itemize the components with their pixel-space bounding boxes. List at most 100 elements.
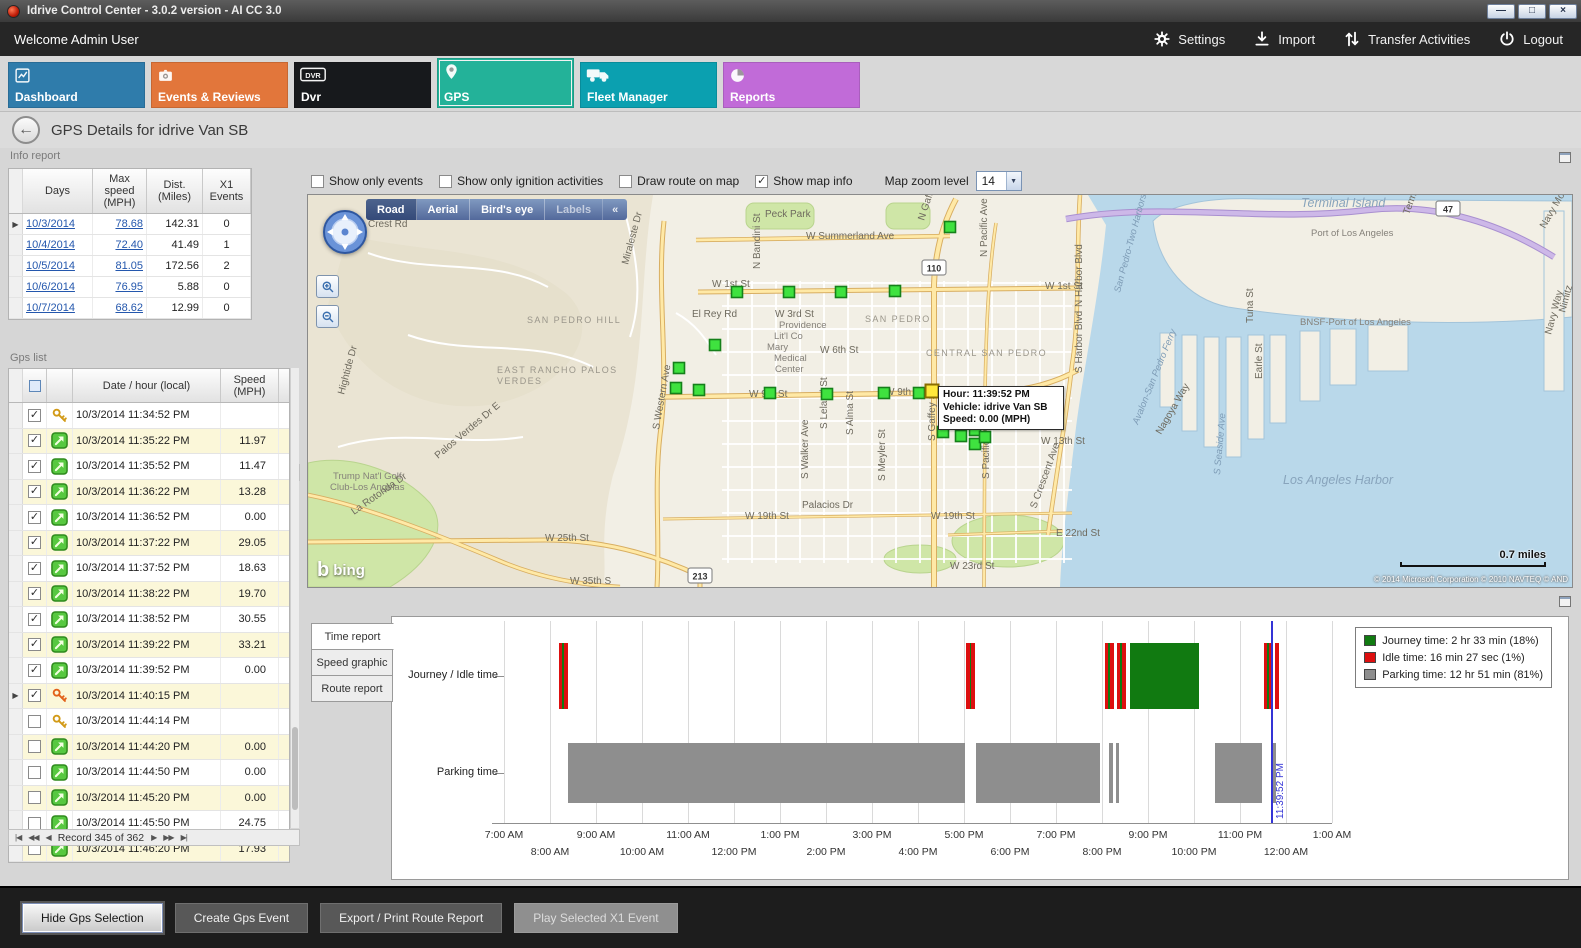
map-tabs-collapse-icon[interactable]: «: [612, 203, 619, 216]
transfer-button[interactable]: Transfer Activities: [1343, 30, 1470, 48]
max-speed-link[interactable]: 68.62: [115, 302, 143, 314]
gps-list-scroll-thumb[interactable]: [292, 726, 298, 810]
gps-list-row[interactable]: 10/3/2014 11:44:50 PM 0.00: [9, 760, 289, 786]
show-map-info-checkbox[interactable]: ✓: [755, 174, 769, 188]
max-speed-cell[interactable]: 78.68: [93, 214, 147, 234]
gps-list-scrollbar[interactable]: [290, 368, 299, 828]
gps-marker[interactable]: [692, 383, 706, 397]
gps-list-row[interactable]: ✓ 10/3/2014 11:35:22 PM 11.97: [9, 428, 289, 454]
row-checkbox[interactable]: ✓: [28, 408, 41, 422]
chart-tab-speed-graphic[interactable]: Speed graphic: [311, 649, 393, 676]
tab-dvr[interactable]: DVR Dvr: [294, 62, 431, 108]
maximize-icon[interactable]: □: [1518, 3, 1546, 19]
day-link[interactable]: 10/7/2014: [26, 302, 75, 314]
row-checkbox[interactable]: [28, 816, 41, 830]
map-style-tab-aerial[interactable]: Aerial: [417, 199, 471, 220]
row-checkbox[interactable]: ✓: [28, 587, 41, 601]
selected-gps-marker[interactable]: [924, 383, 940, 399]
chart-tab-route-report[interactable]: Route report: [311, 675, 393, 702]
row-checkbox[interactable]: ✓: [28, 536, 41, 550]
map-zoom-out-icon[interactable]: [316, 305, 339, 328]
show-only-events-checkbox[interactable]: [311, 174, 324, 188]
logout-button[interactable]: Logout: [1498, 30, 1563, 48]
info-report-row[interactable]: 10/4/2014 72.40 41.49 1: [9, 235, 251, 256]
gps-marker[interactable]: [978, 430, 992, 444]
chart-tab-time-report[interactable]: Time report: [311, 623, 394, 650]
tab-fleet[interactable]: Fleet Manager: [580, 62, 717, 108]
info-report-row[interactable]: ▶ 10/3/2014 78.68 142.31 0: [9, 214, 251, 235]
row-checkbox[interactable]: ✓: [28, 689, 41, 703]
map-style-tab-labels[interactable]: Labels: [545, 199, 604, 220]
close-icon[interactable]: ×: [1549, 3, 1577, 19]
gps-marker[interactable]: [820, 387, 834, 401]
map-zoom-select[interactable]: 14 ▼: [975, 171, 1022, 191]
gps-marker[interactable]: [912, 386, 926, 400]
row-checkbox[interactable]: [28, 714, 41, 728]
row-checkbox[interactable]: ✓: [28, 434, 41, 448]
gps-list-row[interactable]: ✓ 10/3/2014 11:36:22 PM 13.28: [9, 479, 289, 505]
row-checkbox[interactable]: ✓: [28, 663, 41, 677]
gps-marker[interactable]: [954, 429, 968, 443]
create-gps-event-button[interactable]: Create Gps Event: [174, 903, 309, 933]
draw-route-on-map-checkbox[interactable]: [619, 174, 633, 188]
max-speed-link[interactable]: 76.95: [115, 281, 143, 293]
gps-marker[interactable]: [888, 284, 902, 298]
gps-list-row[interactable]: ✓ 10/3/2014 11:34:52 PM: [9, 403, 289, 429]
back-button[interactable]: ←: [12, 116, 40, 144]
max-speed-cell[interactable]: 81.05: [93, 256, 147, 276]
gps-list-row[interactable]: ✓ 10/3/2014 11:37:22 PM 29.05: [9, 530, 289, 556]
tab-reports[interactable]: Reports: [723, 62, 860, 108]
gps-marker[interactable]: [669, 381, 683, 395]
gps-marker[interactable]: [943, 220, 957, 234]
max-speed-link[interactable]: 72.40: [115, 239, 143, 251]
minimize-icon[interactable]: —: [1487, 3, 1515, 19]
gps-marker[interactable]: [877, 386, 891, 400]
gps-list-row[interactable]: ✓ 10/3/2014 11:38:22 PM 19.70: [9, 581, 289, 607]
map-style-tab-road[interactable]: Road: [366, 199, 417, 220]
max-speed-link[interactable]: 81.05: [115, 260, 143, 272]
info-report-row[interactable]: 10/6/2014 76.95 5.88 0: [9, 277, 251, 298]
gps-marker[interactable]: [708, 338, 722, 352]
row-checkbox[interactable]: ✓: [28, 612, 41, 626]
tab-events[interactable]: Events & Reviews: [151, 62, 288, 108]
row-checkbox[interactable]: [28, 765, 41, 779]
gps-list-row[interactable]: ✓ 10/3/2014 11:38:52 PM 30.55: [9, 607, 289, 633]
tab-dashboard[interactable]: Dashboard: [8, 62, 145, 108]
gps-marker[interactable]: [968, 437, 982, 451]
gps-marker[interactable]: [763, 386, 777, 400]
show-only-ignition-activities-checkbox[interactable]: [439, 174, 453, 188]
day-link[interactable]: 10/4/2014: [26, 239, 75, 251]
pager-next-page-button[interactable]: ▶▶: [163, 833, 174, 842]
gps-list-row[interactable]: ✓ 10/3/2014 11:37:52 PM 18.63: [9, 556, 289, 582]
gps-list-row[interactable]: ▶ ✓ 10/3/2014 11:40:15 PM: [9, 683, 289, 709]
chart-maximize-icon[interactable]: [1559, 596, 1571, 607]
day-link-cell[interactable]: 10/6/2014: [23, 277, 93, 297]
day-link-cell[interactable]: 10/7/2014: [23, 298, 93, 318]
row-checkbox[interactable]: [28, 740, 41, 754]
import-button[interactable]: Import: [1253, 30, 1315, 48]
gps-list-row[interactable]: 10/3/2014 11:45:20 PM 0.00: [9, 785, 289, 811]
max-speed-cell[interactable]: 68.62: [93, 298, 147, 318]
info-report-row[interactable]: 10/5/2014 81.05 172.56 2: [9, 256, 251, 277]
gps-marker[interactable]: [672, 361, 686, 375]
gps-list-row[interactable]: ✓ 10/3/2014 11:39:52 PM 0.00: [9, 658, 289, 684]
pager-first-button[interactable]: |◀: [15, 833, 22, 842]
day-link-cell[interactable]: 10/4/2014: [23, 235, 93, 255]
map-zoom-in-icon[interactable]: [316, 275, 339, 298]
hide-gps-selection-button[interactable]: Hide Gps Selection: [22, 903, 163, 933]
row-checkbox[interactable]: ✓: [28, 459, 41, 473]
info-report-row[interactable]: 10/7/2014 68.62 12.99 0: [9, 298, 251, 319]
select-all-header[interactable]: [23, 369, 47, 402]
max-speed-cell[interactable]: 72.40: [93, 235, 147, 255]
gps-list-row[interactable]: 10/3/2014 11:44:20 PM 0.00: [9, 734, 289, 760]
max-speed-link[interactable]: 78.68: [115, 218, 143, 230]
pager-last-button[interactable]: ▶|: [180, 833, 188, 842]
day-link[interactable]: 10/6/2014: [26, 281, 75, 293]
row-checkbox[interactable]: [28, 791, 41, 805]
day-link-cell[interactable]: 10/3/2014: [23, 214, 93, 234]
pager-prev-button[interactable]: ◀: [45, 833, 52, 842]
day-link[interactable]: 10/3/2014: [26, 218, 75, 230]
pager-prev-page-button[interactable]: ◀◀: [28, 833, 39, 842]
day-link[interactable]: 10/5/2014: [26, 260, 75, 272]
row-checkbox[interactable]: ✓: [28, 485, 41, 499]
